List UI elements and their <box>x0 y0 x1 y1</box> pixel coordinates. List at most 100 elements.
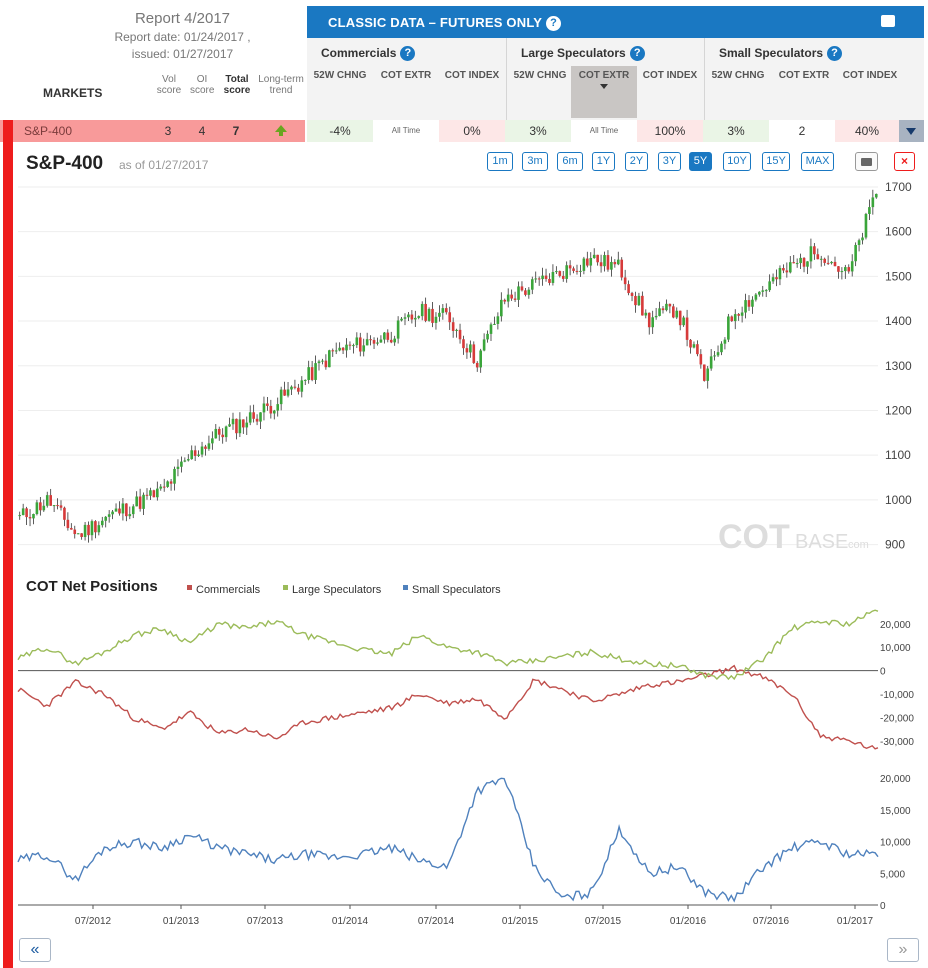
markets-label: MARKETS <box>43 86 103 100</box>
candle-body <box>303 379 307 381</box>
candle-body <box>28 517 32 519</box>
candle-body <box>114 508 118 512</box>
candle-body <box>386 332 390 340</box>
candle-body <box>87 524 90 536</box>
candle-body <box>699 354 703 365</box>
candle-body <box>266 403 269 406</box>
candle-body <box>809 246 813 262</box>
range-button-3y[interactable]: 3Y <box>658 152 681 171</box>
vol-score-header[interactable]: Vol score <box>156 74 182 96</box>
range-button-6m[interactable]: 6m <box>557 152 583 171</box>
col-large-52w[interactable]: 52W CHNG <box>513 70 567 81</box>
candle-body <box>451 322 455 331</box>
range-button-max[interactable]: MAX <box>801 152 834 171</box>
candle-body <box>641 295 644 316</box>
watermark-logo: COT <box>718 518 790 556</box>
candle-body <box>52 505 56 507</box>
candle-body <box>217 428 221 435</box>
col-large-extr[interactable]: COT EXTR <box>571 66 637 118</box>
trend-header[interactable]: Long-term trend <box>258 74 304 96</box>
candle-body <box>118 508 121 514</box>
large-speculators-line <box>17 609 879 681</box>
candle-body <box>813 246 816 255</box>
candle-body <box>224 426 228 438</box>
candle-body <box>806 261 809 267</box>
candle-body <box>424 303 427 321</box>
group-title: Large Speculators? <box>521 46 645 62</box>
candle-body <box>45 495 49 506</box>
candle-body <box>42 505 46 511</box>
range-button-5y[interactable]: 5Y <box>689 152 712 171</box>
oi-score-header[interactable]: OI score <box>190 74 215 96</box>
report-title: Report 4/2017 <box>134 10 231 27</box>
prev-button[interactable]: « <box>19 938 51 962</box>
small-tick-label: 20,000 <box>880 774 911 785</box>
candle-body <box>438 312 441 317</box>
range-button-15y[interactable]: 15Y <box>762 152 790 171</box>
print-chart-button[interactable] <box>855 152 878 171</box>
printer-icon[interactable] <box>881 15 895 27</box>
col-large-index[interactable]: COT INDEX <box>642 70 698 81</box>
help-icon[interactable]: ? <box>629 46 645 62</box>
candle-body <box>389 339 393 343</box>
candle-body <box>500 299 503 317</box>
candle-body <box>544 275 548 279</box>
total-score-header[interactable]: Total score <box>223 74 251 96</box>
vol-score: 3 <box>164 124 172 138</box>
col-comm-index[interactable]: COT INDEX <box>444 70 500 81</box>
candle-body <box>444 308 448 313</box>
candle-body <box>286 389 290 396</box>
candle-body <box>744 300 747 313</box>
group-large-speculators: Large Speculators? 52W CHNG COT EXTR COT… <box>506 38 704 120</box>
col-comm-extr[interactable]: COT EXTR <box>380 70 432 81</box>
price-tick-label: 1700 <box>885 180 912 194</box>
col-comm-52w[interactable]: 52W CHNG <box>313 70 367 81</box>
group-commercials: Commercials? 52W CHNG COT EXTR COT INDEX <box>307 38 506 120</box>
col-small-extr[interactable]: COT EXTR <box>778 70 830 81</box>
candle-body <box>768 281 771 291</box>
market-row[interactable]: S&P-400 3 4 7 -4% All Time 0% 3% All Tim… <box>0 120 928 142</box>
col-small-index[interactable]: COT INDEX <box>842 70 898 81</box>
candle-body <box>149 490 152 496</box>
group-name: Small Speculators <box>719 46 824 60</box>
candle-body <box>279 389 283 405</box>
help-icon[interactable]: ? <box>400 46 416 62</box>
small-speculators-line <box>17 777 879 903</box>
range-button-2y[interactable]: 2Y <box>625 152 648 171</box>
candle-body <box>200 446 204 455</box>
market-name[interactable]: S&P-400 <box>24 124 73 138</box>
candle-body <box>506 294 510 302</box>
row-dropdown-button[interactable] <box>899 120 924 142</box>
candle-body <box>706 368 710 381</box>
col-small-52w[interactable]: 52W CHNG <box>711 70 765 81</box>
candle-body <box>850 261 854 272</box>
range-button-1m[interactable]: 1m <box>487 152 513 171</box>
small-index-value: 40% <box>835 120 899 142</box>
candle-body <box>276 404 280 411</box>
candle-body <box>675 310 679 318</box>
candle-body <box>668 303 672 307</box>
candle-body <box>441 308 445 313</box>
help-icon[interactable]: ? <box>827 46 843 62</box>
help-icon[interactable]: ? <box>546 16 562 32</box>
legend-marker <box>187 585 192 590</box>
range-button-10y[interactable]: 10Y <box>723 152 751 171</box>
candle-body <box>190 450 194 460</box>
small-extr-value: 2 <box>798 124 806 138</box>
close-chart-button[interactable]: × <box>894 152 915 171</box>
candle-body <box>156 488 159 498</box>
net-tick-label: -20,000 <box>880 714 914 725</box>
legend-marker <box>283 585 288 590</box>
group-title: Commercials? <box>321 46 416 62</box>
range-button-3m[interactable]: 3m <box>522 152 548 171</box>
candle-body <box>565 265 568 279</box>
x-tick-label: 01/2014 <box>332 916 369 927</box>
candle-body <box>221 434 224 438</box>
candle-body <box>665 303 668 311</box>
range-button-1y[interactable]: 1Y <box>592 152 615 171</box>
candle-body <box>568 265 572 269</box>
small-tick-label: 15,000 <box>880 806 911 817</box>
candle-body <box>242 419 245 428</box>
next-button[interactable]: » <box>887 938 919 962</box>
candle-body <box>427 308 431 321</box>
